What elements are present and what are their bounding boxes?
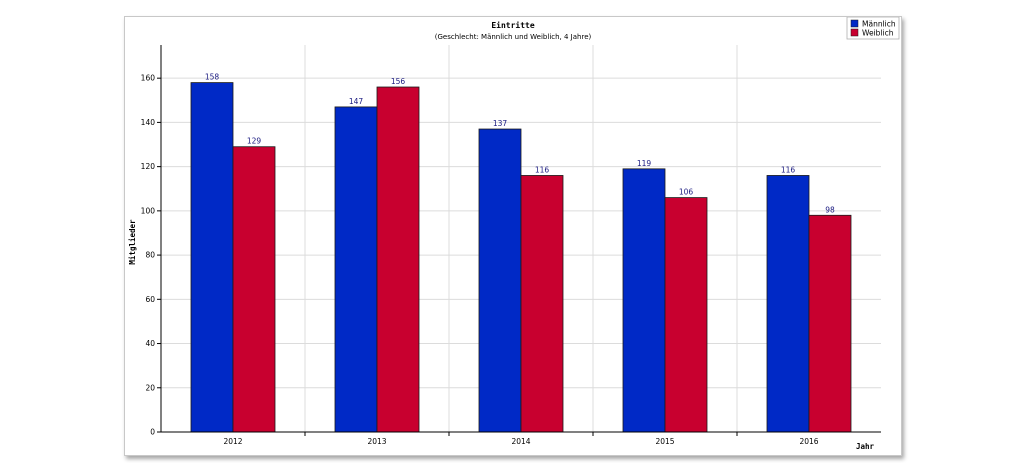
legend-label: Männlich [862, 19, 896, 28]
x-tick-label: 2016 [799, 437, 818, 446]
axes: 0 20 40 60 80 100 120 140 160 2012 2013 2014 2015 201… [141, 45, 881, 446]
bars [190, 82, 852, 433]
data-label: 137 [493, 119, 508, 128]
bar-männlich-2014 [478, 128, 522, 433]
data-label: 98 [825, 205, 835, 214]
chart-subtitle: (Geschlecht: Männlich und Weiblich, 4 Ja… [435, 33, 592, 41]
x-tick-label: 2015 [655, 437, 674, 446]
bar-chart: 0 20 40 60 80 100 120 140 160 2012 2013 2014 2015 201… [128, 17, 900, 451]
x-tick-label: 2013 [367, 437, 386, 446]
legend-label: Weiblich [862, 28, 894, 37]
bar-weiblich-2016 [808, 214, 852, 433]
y-tick-label: 0 [150, 428, 155, 437]
data-labels: 158 129 147 156 137 116 119 106 116 98 [205, 73, 835, 215]
legend-box [846, 17, 900, 40]
y-tick-label: 20 [145, 383, 155, 392]
y-tick-label: 40 [145, 339, 155, 348]
x-tick-label: 2014 [511, 437, 530, 446]
bar-männlich-2015 [622, 168, 666, 433]
y-tick-label: 60 [145, 295, 155, 304]
bar-männlich-2016 [766, 175, 810, 433]
y-axis-title: Mitglieder [128, 219, 137, 265]
data-label: 116 [535, 165, 550, 174]
bar-weiblich-2013 [376, 86, 420, 433]
data-label: 147 [349, 97, 364, 106]
bar-männlich-2012 [190, 82, 234, 433]
y-tick-label: 80 [145, 251, 155, 260]
data-label: 158 [205, 73, 220, 82]
chart-title: Eintritte [491, 20, 535, 30]
bar-männlich-2013 [334, 106, 378, 433]
data-label: 106 [679, 188, 694, 197]
legend-swatch-weiblich [850, 28, 859, 37]
data-label: 156 [391, 77, 406, 86]
bar-weiblich-2014 [520, 175, 564, 433]
x-tick-label: 2012 [223, 437, 242, 446]
chart-frame: 0 20 40 60 80 100 120 140 160 2012 2013 2014 2015 201… [124, 16, 902, 456]
x-axis-title: Jahr [856, 442, 875, 451]
bar-weiblich-2015 [664, 197, 708, 433]
data-label: 119 [637, 159, 652, 168]
data-label: 129 [247, 137, 262, 146]
legend-swatch-männlich [850, 19, 859, 28]
y-tick-label: 140 [141, 118, 156, 127]
data-label: 116 [781, 165, 796, 174]
y-tick-label: 100 [141, 206, 156, 215]
y-tick-label: 160 [141, 74, 156, 83]
y-tick-label: 120 [141, 162, 156, 171]
bar-weiblich-2012 [232, 146, 276, 433]
